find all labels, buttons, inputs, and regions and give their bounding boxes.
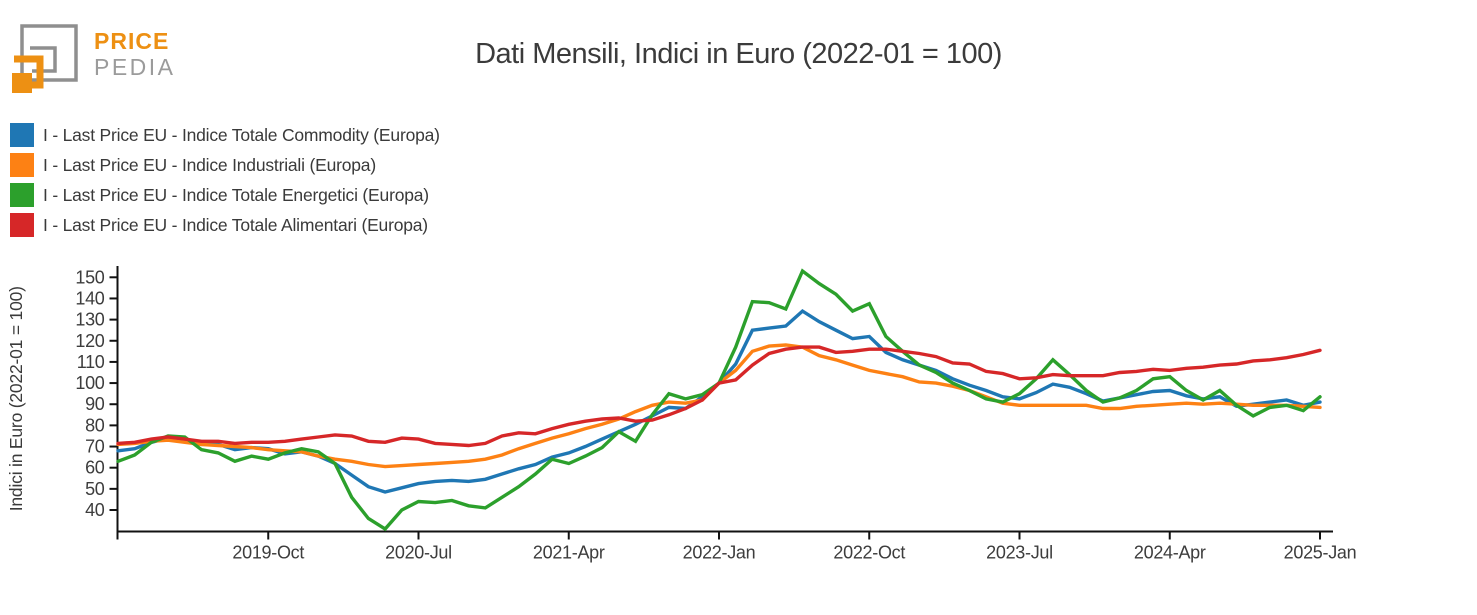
logo-brand-price: PRICE bbox=[94, 27, 170, 54]
legend-swatch-icon bbox=[10, 213, 34, 237]
y-tick-label: 90 bbox=[85, 394, 105, 414]
series-line-2[interactable] bbox=[116, 268, 1322, 532]
x-tick-label: 2022-Oct bbox=[833, 543, 905, 563]
y-tick-label: 100 bbox=[75, 373, 104, 393]
x-tick-label: 2024-Apr bbox=[1134, 543, 1206, 563]
axes bbox=[116, 266, 1333, 533]
y-tick-label: 140 bbox=[75, 288, 104, 308]
legend-swatch-icon bbox=[10, 153, 34, 177]
logo-brand-pedia: PEDIA bbox=[94, 53, 176, 80]
y-tick-label: 130 bbox=[75, 310, 104, 330]
x-tick-label: 2022-Jan bbox=[683, 543, 756, 563]
series-line-3[interactable] bbox=[116, 345, 1322, 448]
pricepedia-logo-icon bbox=[12, 24, 78, 93]
pricepedia-logo: PRICE PEDIA bbox=[10, 12, 240, 96]
legend-label: I - Last Price EU - Indice Totale Energe… bbox=[43, 184, 429, 205]
y-tick-label: 50 bbox=[85, 479, 105, 499]
page-title: Dati Mensili, Indici in Euro (2022-01 = … bbox=[475, 38, 1002, 70]
legend-swatch-icon bbox=[10, 183, 34, 207]
y-tick-label: 110 bbox=[77, 352, 105, 372]
legend-label: I - Last Price EU - Indice Industriali (… bbox=[43, 154, 376, 175]
y-axis-title: Indici in Euro (2022-01 = 100) bbox=[6, 286, 26, 511]
legend-item-3[interactable]: I - Last Price EU - Indice Totale Alimen… bbox=[10, 210, 440, 240]
x-tick-label: 2025-Jan bbox=[1284, 543, 1357, 563]
x-tick-label: 2019-Oct bbox=[232, 543, 304, 563]
series-line-0[interactable] bbox=[116, 308, 1322, 494]
y-tick-label: 150 bbox=[75, 267, 104, 287]
y-tick-label: 60 bbox=[85, 458, 105, 478]
y-tick-label: 70 bbox=[85, 437, 105, 457]
y-tick-label: 120 bbox=[75, 331, 104, 351]
x-tick-label: 2021-Apr bbox=[533, 543, 605, 563]
legend-label: I - Last Price EU - Indice Totale Alimen… bbox=[43, 214, 428, 235]
x-tick-label: 2020-Jul bbox=[385, 543, 452, 563]
y-tick-label: 80 bbox=[85, 415, 105, 435]
x-tick-label: 2023-Jul bbox=[986, 543, 1053, 563]
y-tick-label: 40 bbox=[85, 500, 105, 520]
legend-swatch-icon bbox=[10, 123, 34, 147]
legend: I - Last Price EU - Indice Totale Commod… bbox=[10, 120, 440, 240]
legend-label: I - Last Price EU - Indice Totale Commod… bbox=[43, 124, 440, 145]
legend-item-1[interactable]: I - Last Price EU - Indice Industriali (… bbox=[10, 150, 440, 180]
legend-item-0[interactable]: I - Last Price EU - Indice Totale Commod… bbox=[10, 120, 440, 150]
legend-item-2[interactable]: I - Last Price EU - Indice Totale Energe… bbox=[10, 180, 440, 210]
